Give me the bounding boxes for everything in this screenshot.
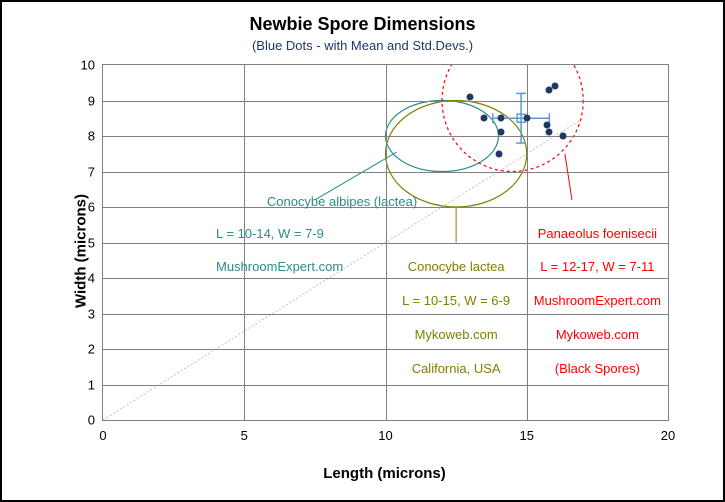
annotation-b4: California, USA bbox=[412, 361, 501, 376]
gridline-h bbox=[103, 243, 668, 244]
y-tick-label: 10 bbox=[81, 58, 103, 73]
data-point bbox=[560, 133, 567, 140]
annotation-c4: Mykoweb.com bbox=[556, 327, 639, 342]
annotation-b3: Mykoweb.com bbox=[415, 327, 498, 342]
y-tick-label: 1 bbox=[88, 377, 103, 392]
chart-subtitle: (Blue Dots - with Mean and Std.Devs.) bbox=[2, 38, 723, 53]
x-tick-label: 10 bbox=[378, 420, 392, 443]
x-tick-label: 20 bbox=[661, 420, 675, 443]
data-point bbox=[498, 115, 505, 122]
y-tick-label: 9 bbox=[88, 93, 103, 108]
chart-title: Newbie Spore Dimensions bbox=[2, 14, 723, 35]
data-point bbox=[467, 93, 474, 100]
data-point bbox=[552, 83, 559, 90]
data-point bbox=[498, 129, 505, 136]
gridline-h bbox=[103, 385, 668, 386]
gridline-h bbox=[103, 278, 668, 279]
y-tick-label: 2 bbox=[88, 342, 103, 357]
leader-line bbox=[565, 154, 572, 200]
x-tick-label: 15 bbox=[520, 420, 534, 443]
annotation-c3: MushroomExpert.com bbox=[534, 293, 661, 308]
annotation-c2: L = 12-17, W = 7-11 bbox=[540, 259, 654, 274]
y-tick-label: 4 bbox=[88, 271, 103, 286]
y-tick-label: 0 bbox=[88, 413, 103, 428]
y-tick-label: 3 bbox=[88, 306, 103, 321]
gridline-h bbox=[103, 349, 668, 350]
data-point bbox=[495, 150, 502, 157]
y-tick-label: 8 bbox=[88, 129, 103, 144]
gridline-h bbox=[103, 136, 668, 137]
gridline-h bbox=[103, 314, 668, 315]
data-point bbox=[481, 115, 488, 122]
annotation-b1: Conocybe lactea bbox=[408, 259, 505, 274]
y-tick-label: 7 bbox=[88, 164, 103, 179]
x-axis-label: Length (microns) bbox=[102, 465, 667, 482]
chart-frame: Newbie Spore Dimensions (Blue Dots - wit… bbox=[0, 0, 725, 502]
plot-area: 05101520012345678910Conocybe albipes (la… bbox=[102, 64, 669, 421]
species-ellipse-conocybe_lactea bbox=[386, 101, 527, 208]
annotation-a3: MushroomExpert.com bbox=[216, 259, 343, 274]
gridline-h bbox=[103, 172, 668, 173]
species-ellipse-panaeolus bbox=[442, 65, 583, 172]
x-tick-label: 5 bbox=[241, 420, 248, 443]
data-point bbox=[543, 122, 550, 129]
y-tick-label: 5 bbox=[88, 235, 103, 250]
annotation-c5: (Black Spores) bbox=[555, 361, 640, 376]
gridline-h bbox=[103, 101, 668, 102]
annotation-b2: L = 10-15, W = 6-9 bbox=[402, 293, 510, 308]
annotation-c1: Panaeolus foenisecii bbox=[538, 226, 657, 241]
y-tick-label: 6 bbox=[88, 200, 103, 215]
data-point bbox=[546, 129, 553, 136]
data-point bbox=[523, 115, 530, 122]
annotation-a1: Conocybe albipes (lactea) bbox=[267, 194, 417, 209]
annotation-a2: L = 10-14, W = 7-9 bbox=[216, 226, 324, 241]
